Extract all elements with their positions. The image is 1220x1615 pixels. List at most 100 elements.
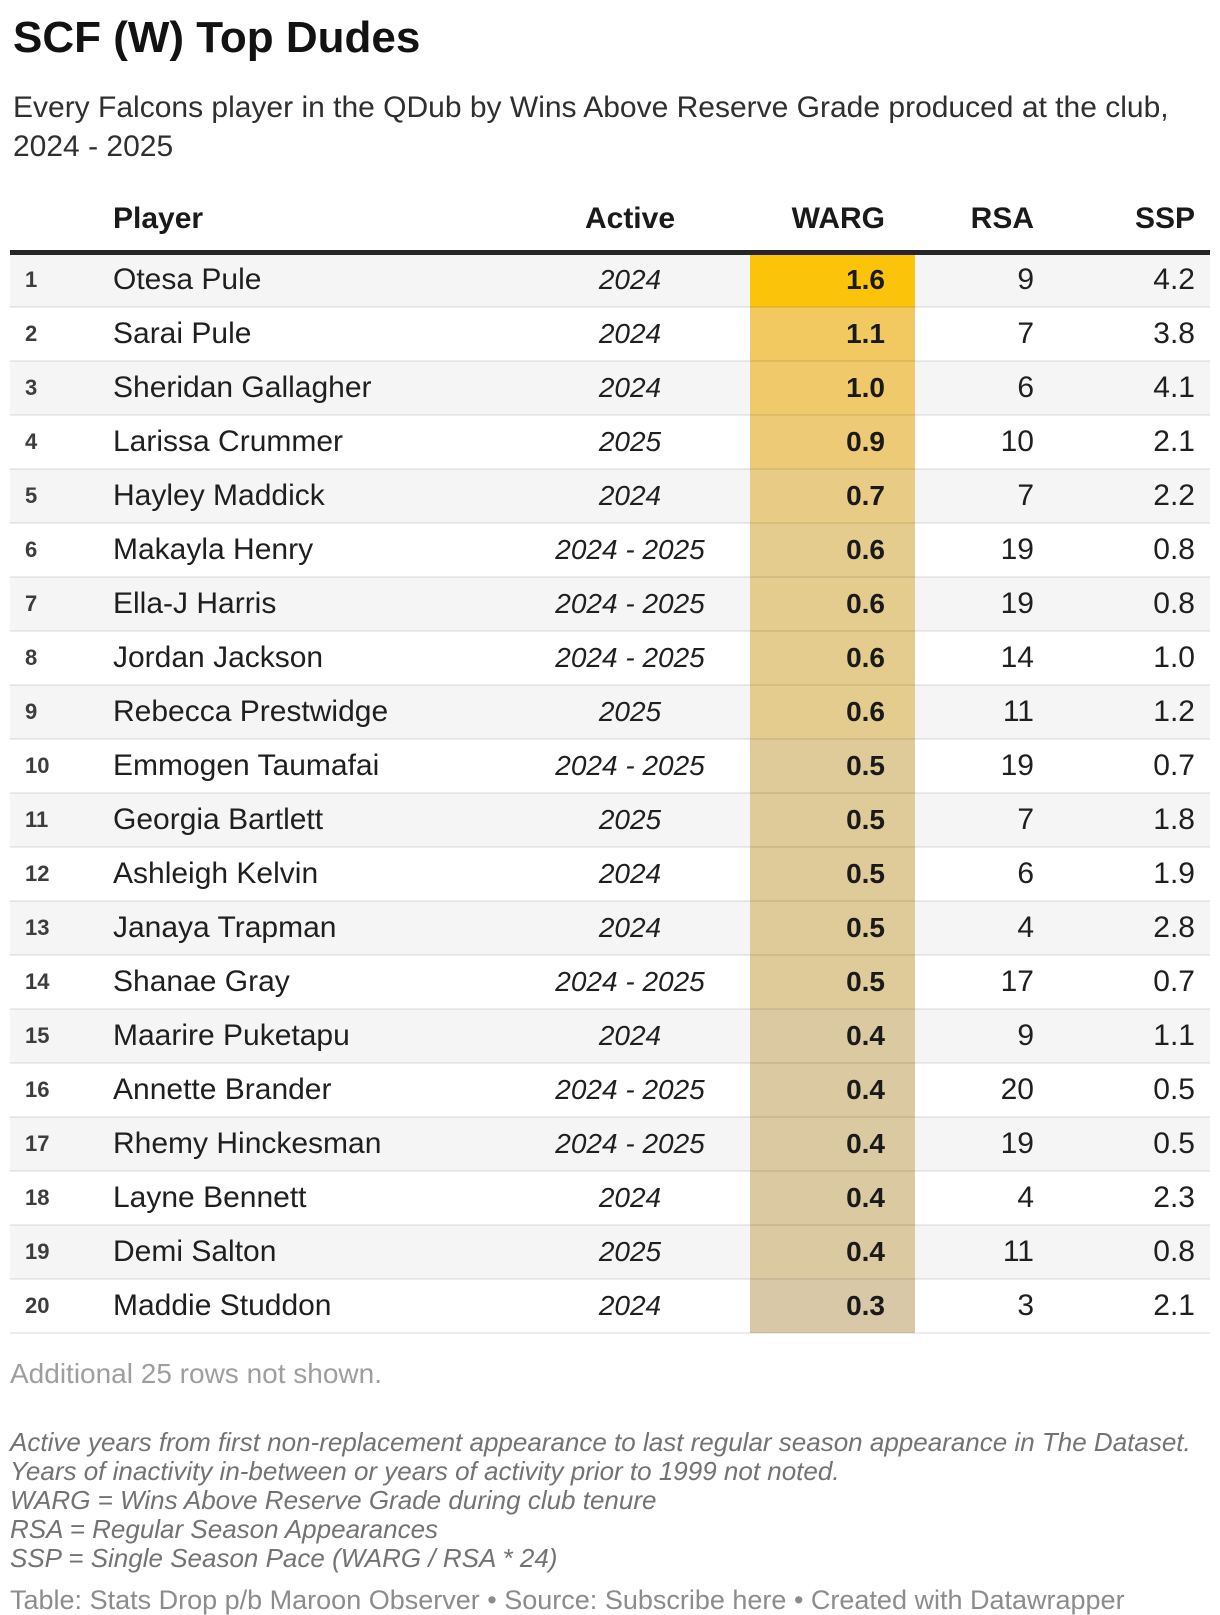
rank-cell: 13: [10, 900, 85, 956]
player-cell: Maddie Studdon: [85, 1278, 510, 1334]
source-label: Source:: [504, 1584, 598, 1615]
table-row: 2 Sarai Pule 2024 1.1 7 3.8: [10, 306, 1210, 362]
column-header-player[interactable]: Player: [85, 202, 510, 255]
warg-heatmap-cell: 0.6: [750, 522, 915, 578]
warg-heatmap-cell: 0.6: [750, 684, 915, 740]
footnotes-block: Active years from first non-replacement …: [10, 1426, 1210, 1573]
table-row: 1 Otesa Pule 2024 1.6 9 4.2: [10, 252, 1210, 308]
column-header-active[interactable]: Active: [510, 202, 750, 255]
active-years-cell: 2024: [510, 468, 750, 524]
datawrapper-credit-link[interactable]: Created with Datawrapper: [810, 1584, 1125, 1615]
ssp-cell: 2.1: [1040, 1278, 1210, 1334]
warg-heatmap-cell: 0.5: [750, 846, 915, 902]
player-cell: Hayley Maddick: [85, 468, 510, 524]
ssp-cell: 1.0: [1040, 630, 1210, 686]
warg-heatmap-cell: 0.3: [750, 1278, 915, 1334]
column-header-warg[interactable]: WARG: [750, 202, 915, 255]
rank-cell: 17: [10, 1116, 85, 1172]
table-row: 6 Makayla Henry 2024 - 2025 0.6 19 0.8: [10, 522, 1210, 578]
player-cell: Larissa Crummer: [85, 414, 510, 470]
footnote-ssp: SSP = Single Season Pace (WARG / RSA * 2…: [10, 1542, 558, 1573]
table-label: Table:: [10, 1584, 83, 1615]
rsa-cell: 7: [915, 792, 1040, 848]
ssp-cell: 0.7: [1040, 954, 1210, 1010]
column-header-ssp[interactable]: SSP: [1040, 202, 1210, 255]
active-years-cell: 2024: [510, 306, 750, 362]
separator-dot: •: [793, 1584, 804, 1615]
footnote-active-years: Active years from first non-replacement …: [10, 1426, 1191, 1486]
warg-heatmap-cell: 0.9: [750, 414, 915, 470]
table-row: 16 Annette Brander 2024 - 2025 0.4 20 0.…: [10, 1062, 1210, 1118]
warg-heatmap-cell: 0.4: [750, 1008, 915, 1064]
active-years-cell: 2024: [510, 1008, 750, 1064]
ssp-cell: 0.8: [1040, 1224, 1210, 1280]
rsa-cell: 9: [915, 1008, 1040, 1064]
table-credit-link[interactable]: Stats Drop p/b Maroon Observer: [89, 1584, 480, 1615]
ssp-cell: 3.8: [1040, 306, 1210, 362]
table-row: 18 Layne Bennett 2024 0.4 4 2.3: [10, 1170, 1210, 1226]
ssp-cell: 1.9: [1040, 846, 1210, 902]
rsa-cell: 6: [915, 846, 1040, 902]
table-row: 7 Ella-J Harris 2024 - 2025 0.6 19 0.8: [10, 576, 1210, 632]
rank-cell: 6: [10, 522, 85, 578]
table-row: 19 Demi Salton 2025 0.4 11 0.8: [10, 1224, 1210, 1280]
rank-cell: 20: [10, 1278, 85, 1334]
active-years-cell: 2024 - 2025: [510, 522, 750, 578]
player-cell: Emmogen Taumafai: [85, 738, 510, 794]
rank-cell: 3: [10, 360, 85, 416]
rank-cell: 10: [10, 738, 85, 794]
player-cell: Rebecca Prestwidge: [85, 684, 510, 740]
ssp-cell: 0.8: [1040, 576, 1210, 632]
player-cell: Jordan Jackson: [85, 630, 510, 686]
ssp-cell: 0.7: [1040, 738, 1210, 794]
warg-heatmap-cell: 0.4: [750, 1170, 915, 1226]
active-years-cell: 2024 - 2025: [510, 954, 750, 1010]
column-header-rsa[interactable]: RSA: [915, 202, 1040, 255]
ssp-cell: 1.1: [1040, 1008, 1210, 1064]
rsa-cell: 14: [915, 630, 1040, 686]
player-cell: Makayla Henry: [85, 522, 510, 578]
warg-heatmap-cell: 0.7: [750, 468, 915, 524]
rsa-cell: 3: [915, 1278, 1040, 1334]
warg-heatmap-cell: 0.5: [750, 792, 915, 848]
table-row: 20 Maddie Studdon 2024 0.3 3 2.1: [10, 1278, 1210, 1334]
table-row: 17 Rhemy Hinckesman 2024 - 2025 0.4 19 0…: [10, 1116, 1210, 1172]
table-body: 1 Otesa Pule 2024 1.6 9 4.2 2 Sarai Pule…: [10, 252, 1210, 1334]
source-link[interactable]: Subscribe here: [604, 1584, 787, 1615]
attribution-footer: Table: Stats Drop p/b Maroon Observer • …: [10, 1585, 1210, 1615]
rank-cell: 11: [10, 792, 85, 848]
warg-heatmap-cell: 1.0: [750, 360, 915, 416]
player-cell: Janaya Trapman: [85, 900, 510, 956]
active-years-cell: 2024: [510, 360, 750, 416]
active-years-cell: 2024 - 2025: [510, 576, 750, 632]
player-cell: Maarire Puketapu: [85, 1008, 510, 1064]
rank-cell: 15: [10, 1008, 85, 1064]
ssp-cell: 2.3: [1040, 1170, 1210, 1226]
table-row: 13 Janaya Trapman 2024 0.5 4 2.8: [10, 900, 1210, 956]
table-row: 12 Ashleigh Kelvin 2024 0.5 6 1.9: [10, 846, 1210, 902]
player-cell: Georgia Bartlett: [85, 792, 510, 848]
active-years-cell: 2025: [510, 684, 750, 740]
rsa-cell: 7: [915, 468, 1040, 524]
player-cell: Rhemy Hinckesman: [85, 1116, 510, 1172]
active-years-cell: 2024: [510, 252, 750, 308]
player-cell: Otesa Pule: [85, 252, 510, 308]
ssp-cell: 2.1: [1040, 414, 1210, 470]
rank-cell: 8: [10, 630, 85, 686]
rank-cell: 18: [10, 1170, 85, 1226]
active-years-cell: 2024: [510, 1170, 750, 1226]
table-row: 9 Rebecca Prestwidge 2025 0.6 11 1.2: [10, 684, 1210, 740]
warg-heatmap-cell: 0.5: [750, 954, 915, 1010]
rank-cell: 7: [10, 576, 85, 632]
table-row: 10 Emmogen Taumafai 2024 - 2025 0.5 19 0…: [10, 738, 1210, 794]
warg-heatmap-cell: 1.1: [750, 306, 915, 362]
player-cell: Ella-J Harris: [85, 576, 510, 632]
warg-heatmap-cell: 0.4: [750, 1224, 915, 1280]
stats-table: Player Active WARG RSA SSP 1 Otesa Pule …: [10, 202, 1210, 1334]
active-years-cell: 2024 - 2025: [510, 738, 750, 794]
table-row: 5 Hayley Maddick 2024 0.7 7 2.2: [10, 468, 1210, 524]
table-row: 14 Shanae Gray 2024 - 2025 0.5 17 0.7: [10, 954, 1210, 1010]
ssp-cell: 0.5: [1040, 1116, 1210, 1172]
rsa-cell: 4: [915, 1170, 1040, 1226]
